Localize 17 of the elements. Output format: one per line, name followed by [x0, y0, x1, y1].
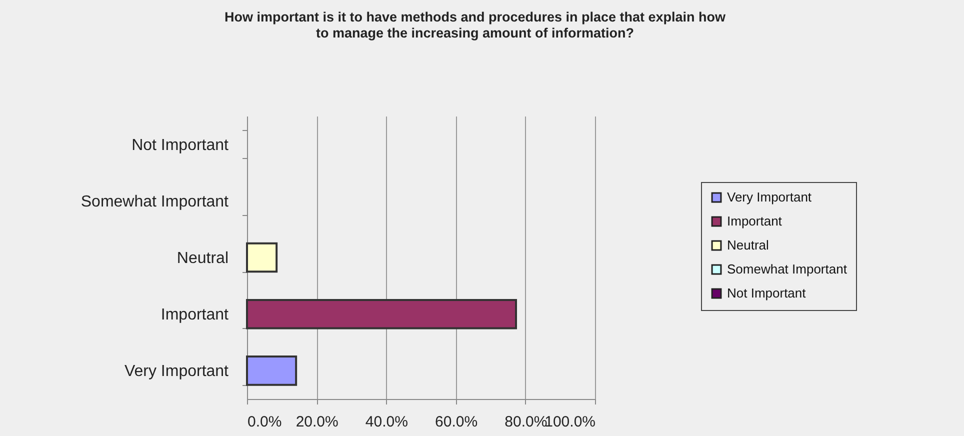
- y-tick-label: Important: [160, 306, 230, 324]
- y-tick-label: Very Important: [124, 363, 230, 380]
- y-tick-label: Neutral: [176, 250, 228, 267]
- y-tick-label: Not Important: [132, 136, 230, 154]
- x-tick-label: 80.0%: [504, 414, 548, 430]
- legend-label: Important: [727, 214, 782, 228]
- y-tick-label: Somewhat Important: [80, 193, 230, 210]
- x-tick-label: 0.0%: [248, 414, 282, 430]
- x-tick-label: 100.0%: [544, 414, 596, 430]
- legend-label: Somewhat Important: [727, 262, 848, 276]
- legend-label: Not Important: [727, 286, 806, 300]
- chart-title: How important is it to have methods and procedures in place that explain how to manage the increasing amount of information?: [224, 10, 726, 40]
- legend-label: Neutral: [727, 238, 770, 252]
- x-tick-label: 60.0%: [435, 414, 478, 430]
- x-tick-label: 40.0%: [365, 414, 408, 430]
- x-tick-label: 20.0%: [296, 414, 338, 430]
- legend-label: Very Important: [727, 190, 812, 204]
